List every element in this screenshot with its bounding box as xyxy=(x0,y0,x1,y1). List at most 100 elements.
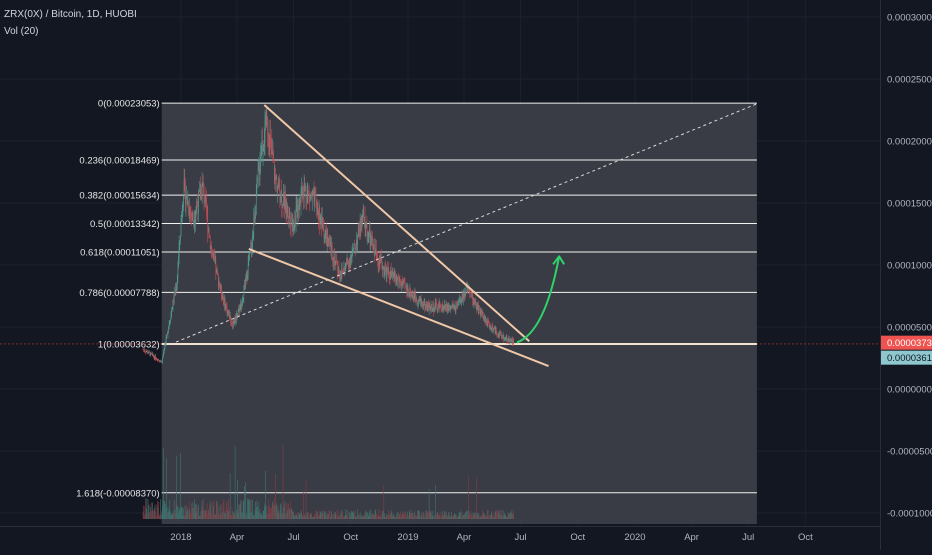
volume-bar xyxy=(494,517,495,519)
volume-bar xyxy=(389,515,391,519)
volume-bar xyxy=(390,511,392,519)
x-tick-label: Jul xyxy=(287,532,299,543)
candle-body xyxy=(229,316,231,319)
volume-bar xyxy=(458,516,459,519)
volume-bar xyxy=(256,500,258,519)
candle-body xyxy=(312,193,314,196)
candle-body xyxy=(201,184,203,200)
volume-bar xyxy=(399,515,401,519)
volume-bar xyxy=(226,501,228,519)
candle-body xyxy=(452,303,454,307)
volume-bar xyxy=(158,501,159,519)
volume-bar xyxy=(472,515,474,519)
x-tick-label: Apr xyxy=(230,532,245,543)
volume-bar xyxy=(288,509,290,519)
candle-body xyxy=(165,337,167,345)
candle-body xyxy=(283,192,284,206)
volume-bar xyxy=(342,510,344,519)
candle-body xyxy=(484,315,485,319)
volume-bar xyxy=(376,515,378,519)
candle-body xyxy=(381,258,383,270)
candle-body xyxy=(404,281,406,287)
candle-body xyxy=(156,359,158,360)
candle-body xyxy=(367,235,368,237)
volume-bar xyxy=(351,511,352,519)
candle-body xyxy=(232,324,233,328)
candle-body xyxy=(379,255,380,266)
candle-body xyxy=(364,217,366,229)
candle-body xyxy=(426,304,427,307)
volume-bar xyxy=(298,511,299,519)
volume-bar xyxy=(479,516,480,519)
volume-bar xyxy=(266,514,268,519)
candle-body xyxy=(198,191,200,193)
candle-body xyxy=(362,212,364,215)
candle-body xyxy=(382,266,384,269)
volume-bar xyxy=(513,511,515,519)
candle-body xyxy=(489,325,491,329)
candle-body xyxy=(259,166,261,175)
trendline-dashed xyxy=(170,103,758,345)
drawings xyxy=(170,103,758,367)
volume-bar xyxy=(388,513,390,519)
candle-body xyxy=(469,289,470,293)
volume-bar xyxy=(400,514,402,519)
candle-body xyxy=(492,325,493,330)
volume-bar xyxy=(286,510,288,519)
volume-bar xyxy=(281,513,283,519)
volume-bar xyxy=(430,513,432,519)
volume-bar xyxy=(245,482,247,519)
symbol-legend[interactable]: ZRX(0X) / Bitcoin, 1D, HUOBI xyxy=(4,9,137,20)
candle-body xyxy=(158,360,160,362)
volume-bar xyxy=(393,516,395,519)
volume-bar xyxy=(150,507,151,519)
volume-bar xyxy=(369,516,371,519)
candle-body xyxy=(423,301,425,304)
volume-bar xyxy=(507,516,508,519)
candle-body xyxy=(359,220,361,237)
candle-body xyxy=(334,263,336,265)
volume-bar xyxy=(155,511,156,519)
volume-bar xyxy=(469,514,471,519)
candle-body xyxy=(479,308,481,315)
volume-bar xyxy=(494,510,496,519)
candle-body xyxy=(399,281,401,282)
volume-bar xyxy=(283,504,285,519)
volume-bar xyxy=(328,514,329,519)
candle-body xyxy=(409,288,411,294)
candle-body xyxy=(275,175,276,179)
candle-body xyxy=(186,194,187,200)
fib-level-label: 0(0.00023053) xyxy=(98,99,160,110)
candle-body xyxy=(510,339,511,340)
volume-bar xyxy=(170,511,171,519)
candle-body xyxy=(417,300,418,304)
volume-bar xyxy=(361,514,362,519)
volume-bar xyxy=(426,511,428,519)
candle-body xyxy=(379,255,381,261)
volume-bar xyxy=(427,512,429,519)
volume-bar xyxy=(368,513,370,519)
volume-legend[interactable]: Vol (20) xyxy=(4,26,39,37)
volume-bar xyxy=(191,502,193,519)
x-tick-label: Oct xyxy=(343,532,358,543)
candle-body xyxy=(227,310,229,313)
candle-body xyxy=(454,305,455,310)
volume-bar xyxy=(398,512,400,519)
candle-body xyxy=(394,272,395,275)
candle-body xyxy=(454,305,456,311)
volume-bar xyxy=(291,508,293,519)
volume-bar xyxy=(501,514,503,519)
volume-bar xyxy=(441,510,443,519)
volume-bar xyxy=(189,509,191,519)
candle-body xyxy=(247,262,249,276)
volume-bar xyxy=(433,514,435,519)
candle-body xyxy=(249,250,251,253)
volume-bar xyxy=(492,517,494,519)
volume-bar xyxy=(324,511,326,519)
candle-body xyxy=(506,337,508,342)
candle-body xyxy=(340,276,342,279)
candle-body xyxy=(376,252,378,255)
volume-bar xyxy=(152,509,154,519)
